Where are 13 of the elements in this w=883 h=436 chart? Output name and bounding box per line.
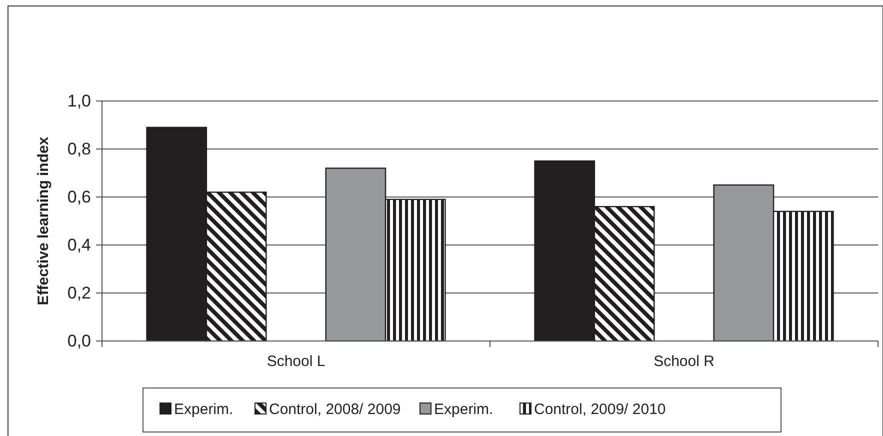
y-tick-label: 0,4 <box>67 235 91 254</box>
y-tick-label: 0,6 <box>67 187 91 206</box>
legend-label: Control, 2008/ 2009 <box>269 401 401 418</box>
y-axis-title: Effective learning index <box>35 136 52 306</box>
y-tick-label: 1,0 <box>67 91 91 110</box>
y-tick-label: 0,8 <box>67 139 91 158</box>
legend-label: Experim. <box>174 401 234 418</box>
legend-label: Experim. <box>434 401 494 418</box>
y-tick-label: 0,2 <box>67 283 91 302</box>
x-tick-label: School L <box>266 353 326 370</box>
y-tick-label: 0,0 <box>67 331 91 350</box>
x-tick-label: School R <box>654 353 715 370</box>
legend-label: Control, 2009/ 2010 <box>534 401 666 418</box>
